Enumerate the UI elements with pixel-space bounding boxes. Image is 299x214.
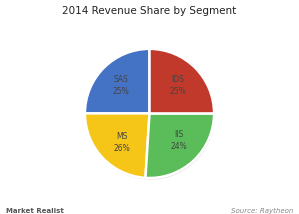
Wedge shape [86,115,150,180]
Text: Source: Raytheon: Source: Raytheon [231,208,293,214]
Wedge shape [150,49,214,113]
Text: SAS
25%: SAS 25% [113,75,129,95]
Text: Market Realist: Market Realist [6,208,64,214]
Wedge shape [85,49,150,113]
Wedge shape [150,51,215,115]
Text: IIS
24%: IIS 24% [170,130,187,151]
Wedge shape [86,51,150,115]
Text: 2014 Revenue Share by Segment: 2014 Revenue Share by Segment [62,6,237,16]
Text: MS
26%: MS 26% [114,132,130,153]
Wedge shape [146,115,215,180]
Wedge shape [145,113,214,178]
Wedge shape [85,113,150,178]
Text: IDS
25%: IDS 25% [170,75,186,95]
